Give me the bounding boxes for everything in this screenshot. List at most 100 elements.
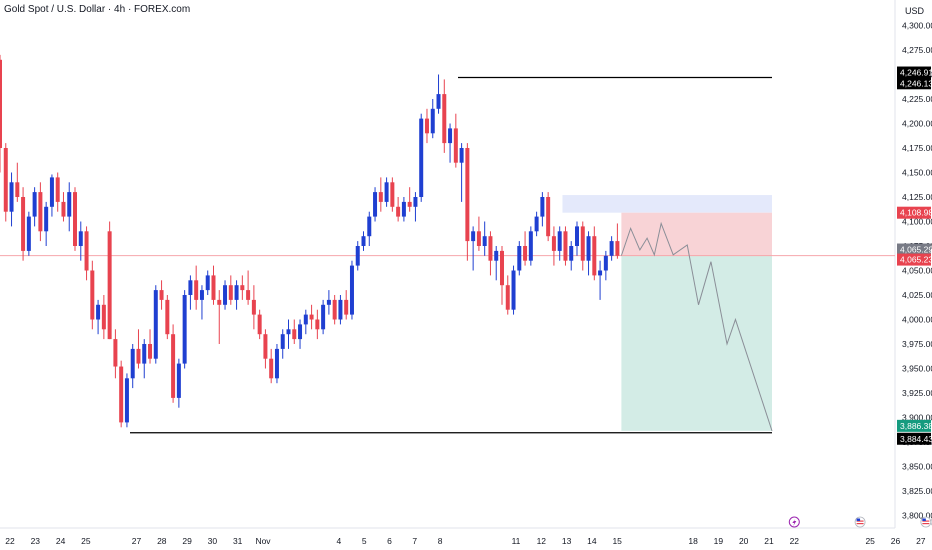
candle-body	[413, 197, 418, 207]
candle-body	[523, 246, 528, 261]
y-tick-label: 3,925.00	[902, 388, 932, 398]
candle-body	[338, 299, 343, 320]
y-tick-label: 4,000.00	[902, 315, 932, 325]
price-tag-label: 3,886.38	[900, 421, 932, 431]
candle-body	[401, 201, 406, 217]
candle-body	[499, 250, 504, 286]
candle-body	[575, 226, 579, 246]
candle-body	[476, 231, 481, 246]
candle-body	[419, 118, 424, 197]
candle-body	[384, 182, 389, 202]
price-tag-box	[897, 77, 931, 90]
x-tick-label: 20	[739, 536, 749, 546]
candle-body	[228, 285, 233, 300]
candle-body	[546, 197, 551, 237]
candle-body	[199, 290, 204, 300]
candle-body	[361, 236, 366, 246]
x-tick-label: 19	[714, 536, 724, 546]
flag-canton	[922, 518, 926, 521]
candle-body	[269, 358, 274, 379]
candle-body	[471, 231, 476, 242]
flag-stripe	[856, 520, 864, 522]
candle-body	[217, 299, 222, 305]
candle-body	[436, 94, 441, 109]
candle-body	[563, 231, 568, 261]
x-tick-label: 5	[362, 536, 367, 546]
candle-body	[482, 236, 487, 246]
candle-body	[78, 231, 83, 246]
candle-body	[73, 192, 78, 246]
y-tick-label: 3,850.00	[902, 462, 932, 472]
candle-body	[0, 59, 2, 148]
x-tick-label: 7	[412, 536, 417, 546]
x-tick-label: 29	[182, 536, 192, 546]
candle-body	[21, 197, 26, 251]
x-tick-label: 14	[587, 536, 597, 546]
x-tick-label: 22	[790, 536, 800, 546]
upper-zone	[562, 195, 772, 213]
candle-body	[182, 295, 187, 364]
candle-body	[165, 299, 170, 335]
candle-body	[263, 334, 268, 359]
candle-body	[240, 285, 245, 291]
x-tick-label: 6	[387, 536, 392, 546]
candle-body	[223, 285, 228, 305]
candle-body	[251, 299, 256, 315]
candle-body	[534, 216, 539, 232]
candle-body	[615, 241, 620, 256]
candle-body	[119, 366, 124, 423]
candle-body	[321, 304, 326, 330]
candle-body	[257, 314, 262, 335]
price-tag-label: 4,108.98	[900, 208, 932, 218]
candle-body	[148, 344, 153, 359]
y-tick-label: 3,900.00	[902, 413, 932, 423]
candle-body	[124, 378, 129, 423]
candle-body	[557, 231, 562, 251]
candle-body	[90, 270, 95, 320]
x-tick-label: 25	[865, 536, 875, 546]
candle-body	[234, 285, 239, 300]
candle-body	[332, 299, 337, 320]
candle-body	[292, 329, 297, 340]
candle-body	[171, 334, 176, 398]
candle-body	[130, 348, 135, 379]
candle-body	[15, 182, 20, 197]
candle-body	[176, 363, 181, 398]
candle-body	[603, 255, 608, 271]
y-tick-label: 3,800.00	[902, 511, 932, 521]
candle-body	[101, 304, 106, 330]
flag-stripe	[922, 520, 930, 522]
x-tick-label: 30	[208, 536, 218, 546]
x-tick-label: 21	[764, 536, 774, 546]
candle-body	[274, 348, 279, 379]
candle-body	[407, 201, 412, 207]
flag-canton	[856, 518, 861, 521]
x-tick-label: 12	[537, 536, 547, 546]
x-tick-label: 26	[891, 536, 901, 546]
y-tick-label: 4,275.00	[902, 45, 932, 55]
candle-body	[424, 118, 429, 134]
x-tick-label: 27	[132, 536, 142, 546]
x-tick-label: 8	[438, 536, 443, 546]
candle-body	[286, 329, 291, 335]
candle-body	[465, 148, 470, 242]
candle-body	[315, 319, 320, 330]
candle-body	[194, 280, 199, 300]
projection-path[interactable]	[620, 221, 773, 432]
price-tag-box	[897, 419, 931, 432]
x-tick-label: 13	[562, 536, 572, 546]
candle-body	[3, 148, 8, 212]
x-tick-label: 25	[81, 536, 91, 546]
stop-loss-zone	[621, 212, 772, 256]
candle-body	[378, 192, 383, 202]
price-tag-label: 4,246.91	[900, 68, 932, 78]
candle-body	[569, 246, 574, 261]
candle-body	[211, 275, 216, 300]
candle-body	[453, 128, 458, 163]
y-tick-label: 4,200.00	[902, 119, 932, 129]
candle-body	[488, 236, 493, 261]
price-tag-box	[897, 206, 931, 219]
candle-body	[598, 270, 603, 276]
x-tick-label: 23	[31, 536, 41, 546]
